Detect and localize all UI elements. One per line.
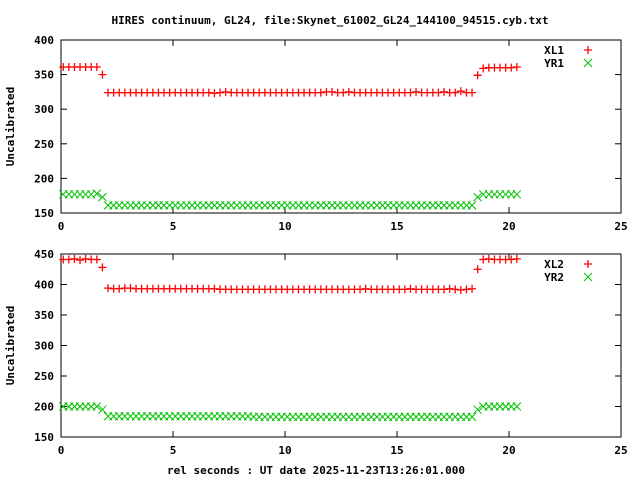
series-YR2 [58, 402, 522, 422]
y-tick-label: 200 [34, 172, 54, 185]
legend-label: XL1 [544, 44, 564, 57]
data-point [512, 62, 521, 71]
y-axis-label: Uncalibrated [4, 306, 17, 385]
y-tick-label: 350 [34, 69, 54, 82]
legend-label: YR2 [544, 271, 564, 284]
data-point [344, 87, 353, 96]
legend-marker [584, 46, 592, 54]
data-point [479, 64, 488, 73]
data-point [70, 254, 79, 263]
x-tick-label: 15 [390, 220, 403, 233]
x-tick-label: 10 [278, 220, 291, 233]
x-tick-label: 15 [390, 444, 403, 457]
data-point [473, 71, 482, 80]
data-point [92, 189, 102, 198]
series-XL2 [59, 254, 521, 294]
x-tick-label: 5 [170, 444, 177, 457]
y-tick-label: 250 [34, 138, 54, 151]
data-point [98, 405, 107, 414]
y-tick-label: 350 [34, 309, 54, 322]
data-point [406, 88, 415, 97]
data-point [512, 189, 522, 199]
plot-border [60, 253, 622, 438]
data-point [451, 88, 460, 97]
data-point [210, 89, 219, 98]
y-tick-label: 400 [34, 279, 54, 292]
chart-title: HIRES continuum, GL24, file:Skynet_61002… [111, 14, 548, 27]
data-point [434, 88, 443, 97]
y-tick-label: 450 [34, 248, 54, 261]
data-point [507, 63, 516, 72]
y-tick-label: 300 [34, 103, 54, 116]
x-tick-label: 20 [502, 220, 515, 233]
legend-label: XL2 [544, 258, 564, 271]
data-point [468, 88, 477, 97]
y-tick-label: 300 [34, 340, 54, 353]
y-tick-label: 150 [34, 431, 54, 444]
data-point [467, 412, 477, 422]
data-point [98, 192, 107, 202]
legend-label: YR1 [544, 57, 564, 70]
data-point [473, 265, 482, 274]
data-point [216, 88, 225, 97]
legend-marker [583, 272, 593, 282]
legend-marker [583, 58, 593, 68]
data-point [512, 402, 522, 411]
legend-marker [584, 260, 592, 268]
data-point [92, 62, 101, 71]
x-tick-label: 0 [58, 220, 65, 233]
x-tick-label: 0 [58, 444, 65, 457]
data-point [512, 254, 521, 263]
panel-2: 0 5 10 15 20 25 150 200 250 300 350 400 450 Uncalibra… [4, 248, 628, 477]
series-XL1 [59, 62, 521, 98]
data-point [473, 405, 482, 414]
plot-border [60, 39, 622, 214]
data-point [92, 402, 102, 411]
data-point [467, 201, 477, 210]
data-point [473, 192, 482, 202]
data-point [98, 70, 107, 79]
x-tick-label: 10 [278, 444, 291, 457]
data-point [440, 87, 449, 96]
data-point [456, 87, 465, 96]
x-tick-label: 5 [170, 220, 177, 233]
data-point [92, 255, 101, 264]
data-point [316, 88, 325, 97]
y-tick-label: 250 [34, 370, 54, 383]
y-tick-label: 400 [34, 34, 54, 47]
y-tick-label: 150 [34, 207, 54, 220]
x-tick-label: 25 [614, 220, 627, 233]
data-point [339, 88, 348, 97]
x-axis-label: rel seconds : UT date 2025-11-23T13:26:0… [167, 464, 465, 477]
y-tick-label: 200 [34, 401, 54, 414]
data-point [412, 87, 421, 96]
data-point [204, 88, 213, 97]
data-point [468, 284, 477, 293]
y-axis-label: Uncalibrated [4, 87, 17, 166]
x-tick-label: 25 [614, 444, 627, 457]
data-point [221, 87, 230, 96]
data-point [328, 87, 337, 96]
data-point [98, 263, 107, 272]
series-YR1 [58, 189, 522, 210]
panel-1: 0 5 10 15 20 25 150 200 250 300 350 400 Uncalibrated… [4, 34, 628, 233]
x-tick-label: 20 [502, 444, 515, 457]
data-point [76, 256, 85, 265]
